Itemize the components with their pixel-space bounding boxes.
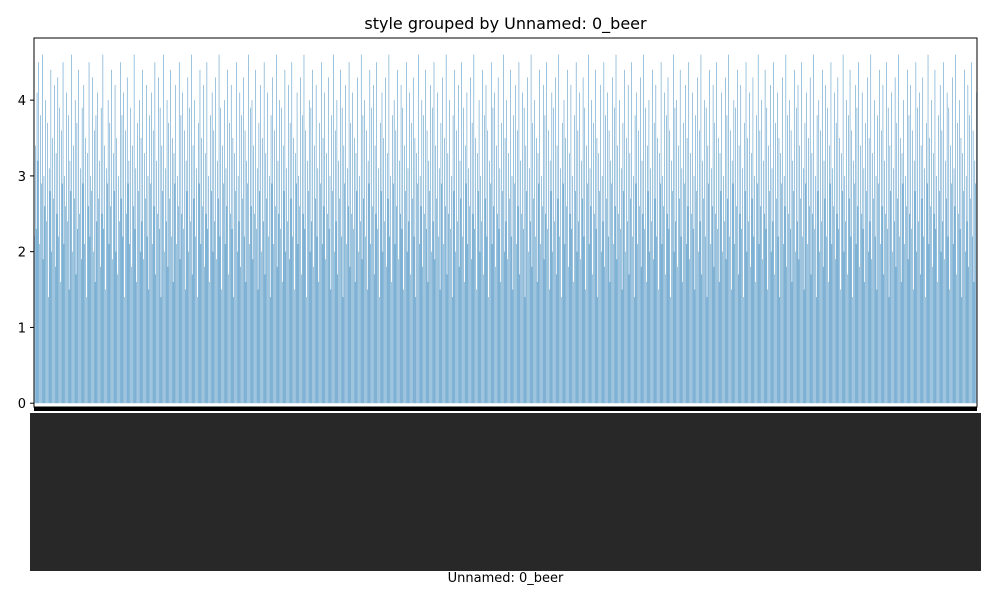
x-tick-marks (34, 407, 977, 411)
y-tick-label: 2 (18, 246, 26, 261)
y-tick-label: 0 (18, 397, 26, 412)
x-axis-label: Unnamed: 0_beer (448, 571, 564, 586)
y-tick-label: 1 (18, 321, 26, 336)
x-ticks-layer (30, 407, 981, 571)
x-tick-labels-overlap (30, 413, 981, 571)
y-tick-label: 3 (18, 170, 26, 185)
chart-title: style grouped by Unnamed: 0_beer (364, 14, 647, 34)
y-tick-label: 4 (18, 94, 26, 109)
